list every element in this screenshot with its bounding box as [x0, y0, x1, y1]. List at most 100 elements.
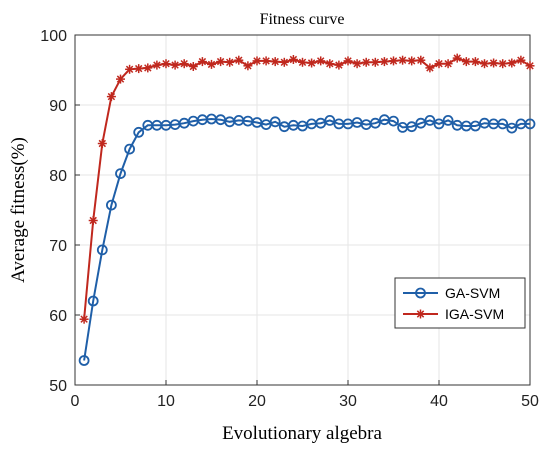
data-point-iga-svm — [179, 59, 189, 69]
data-point-ga-svm — [369, 117, 381, 129]
data-point-iga-svm — [389, 56, 398, 66]
data-point-iga-svm-stroke — [417, 56, 425, 64]
data-point-iga-svm — [243, 61, 253, 71]
data-point-iga-svm — [288, 55, 298, 64]
data-point-iga-svm-stroke — [353, 59, 361, 68]
data-point-iga-svm-stroke — [480, 59, 489, 68]
data-point-iga-svm-stroke — [125, 65, 134, 74]
data-point-iga-svm-stroke — [462, 57, 471, 66]
data-point-iga-svm — [270, 57, 280, 67]
data-point-iga-svm — [252, 56, 262, 66]
y-axis-label: Average fitness(%) — [8, 137, 29, 283]
x-axis-label: Evolutionary algebra — [222, 423, 382, 444]
data-point-iga-svm — [334, 60, 344, 70]
data-point-iga-svm — [507, 58, 517, 68]
data-point-iga-svm — [279, 57, 289, 67]
plot-area-frame — [74, 34, 531, 386]
data-point-iga-svm — [498, 59, 508, 69]
data-point-iga-svm-stroke — [180, 59, 188, 68]
data-point-ga-svm — [269, 116, 281, 128]
data-point-ga-svm — [442, 115, 454, 126]
data-point-ga-svm — [133, 126, 145, 138]
data-point-ga-svm — [433, 118, 445, 130]
data-point-ga-svm — [106, 199, 117, 211]
legend-star-stroke — [416, 310, 425, 318]
grid — [75, 35, 530, 385]
x-ticks: 0 10 20 30 40 50 — [71, 380, 539, 410]
legend-label-iga-svm: IGA-SVM — [445, 306, 504, 322]
data-point-iga-svm — [88, 216, 98, 225]
data-point-iga-svm — [216, 57, 226, 67]
data-point-iga-svm — [416, 55, 426, 65]
data-point-iga-svm — [461, 57, 471, 67]
data-point-ga-svm — [506, 122, 518, 134]
data-point-iga-svm — [489, 58, 499, 68]
legend-marker-iga-svm — [416, 309, 425, 319]
y-tick-label: 60 — [49, 308, 67, 325]
legend-star — [416, 309, 425, 319]
data-point-iga-svm — [143, 63, 153, 73]
data-point-iga-svm — [379, 57, 389, 67]
data-point-iga-svm-stroke — [316, 57, 325, 65]
data-point-iga-svm-stroke — [207, 60, 216, 69]
data-point-iga-svm-stroke — [435, 59, 443, 68]
data-point-iga-svm — [525, 61, 535, 71]
data-point-ga-svm — [124, 143, 136, 155]
data-point-iga-svm-stroke — [171, 61, 179, 69]
data-point-iga-svm — [207, 59, 216, 69]
data-point-iga-svm-stroke — [107, 92, 116, 101]
data-point-iga-svm-stroke — [453, 54, 461, 62]
data-point-iga-svm-stroke — [508, 59, 516, 67]
data-point-iga-svm — [516, 55, 526, 65]
data-point-iga-svm-stroke — [80, 315, 88, 323]
data-point-iga-svm-stroke — [253, 57, 261, 65]
data-point-iga-svm — [116, 74, 125, 84]
data-point-iga-svm-stroke — [444, 59, 452, 68]
data-point-iga-svm-stroke — [289, 55, 298, 64]
data-point-iga-svm — [325, 59, 335, 69]
data-point-iga-svm — [361, 57, 371, 67]
data-point-iga-svm-stroke — [216, 57, 225, 66]
data-point-iga-svm-stroke — [371, 58, 380, 67]
data-point-iga-svm-stroke — [144, 64, 152, 72]
data-point-iga-svm — [197, 57, 207, 67]
legend-label-ga-svm: GA-SVM — [445, 285, 500, 301]
legend-marker-ga-svm — [415, 287, 426, 299]
y-tick-label: 80 — [49, 168, 67, 185]
series-ga-svm — [78, 113, 536, 366]
data-point-iga-svm-stroke — [307, 59, 316, 67]
data-point-ga-svm — [497, 118, 509, 130]
data-point-iga-svm — [152, 60, 162, 70]
legend: GA-SVM IGA-SVM — [394, 277, 526, 329]
data-point-ga-svm — [424, 115, 436, 126]
data-point-iga-svm — [370, 57, 380, 67]
data-point-iga-svm — [316, 56, 326, 66]
data-point-iga-svm-stroke — [344, 57, 352, 65]
data-point-iga-svm-stroke — [235, 56, 243, 64]
data-point-iga-svm-stroke — [407, 57, 416, 65]
data-point-iga-svm — [470, 57, 480, 67]
legend-box — [394, 277, 526, 329]
data-point-iga-svm-stroke — [280, 58, 289, 67]
data-point-iga-svm — [261, 56, 271, 66]
data-point-ga-svm — [524, 118, 536, 130]
data-point-iga-svm-stroke — [326, 59, 334, 68]
data-point-iga-svm-stroke — [198, 57, 207, 66]
data-point-iga-svm-stroke — [426, 64, 434, 72]
series-iga-svm — [79, 53, 535, 324]
data-point-iga-svm-stroke — [380, 57, 389, 66]
data-point-iga-svm-stroke — [189, 62, 198, 71]
data-point-iga-svm-stroke — [134, 64, 143, 73]
data-point-ga-svm — [324, 115, 336, 126]
data-point-iga-svm — [452, 53, 462, 63]
data-point-iga-svm — [443, 59, 453, 69]
data-point-iga-svm-stroke — [389, 57, 398, 65]
data-point-ga-svm — [388, 115, 399, 127]
data-point-iga-svm-stroke — [498, 59, 507, 68]
data-point-iga-svm — [134, 64, 144, 74]
data-point-iga-svm — [343, 56, 353, 66]
data-point-iga-svm-stroke — [489, 59, 498, 67]
data-point-iga-svm-stroke — [116, 75, 125, 83]
data-point-ga-svm — [406, 121, 418, 133]
